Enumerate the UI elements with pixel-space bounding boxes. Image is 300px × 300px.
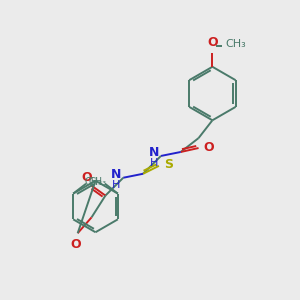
Text: O: O xyxy=(207,36,218,49)
Text: O: O xyxy=(203,140,214,154)
Text: CH₃: CH₃ xyxy=(88,177,106,187)
Text: H: H xyxy=(150,158,158,168)
Text: N: N xyxy=(111,168,122,181)
Text: H: H xyxy=(112,180,121,190)
Text: N: N xyxy=(149,146,159,160)
Text: O: O xyxy=(81,171,92,184)
Text: O: O xyxy=(70,238,81,251)
Text: CH₃: CH₃ xyxy=(85,177,103,187)
Text: S: S xyxy=(164,158,173,171)
Text: CH₃: CH₃ xyxy=(225,39,246,49)
